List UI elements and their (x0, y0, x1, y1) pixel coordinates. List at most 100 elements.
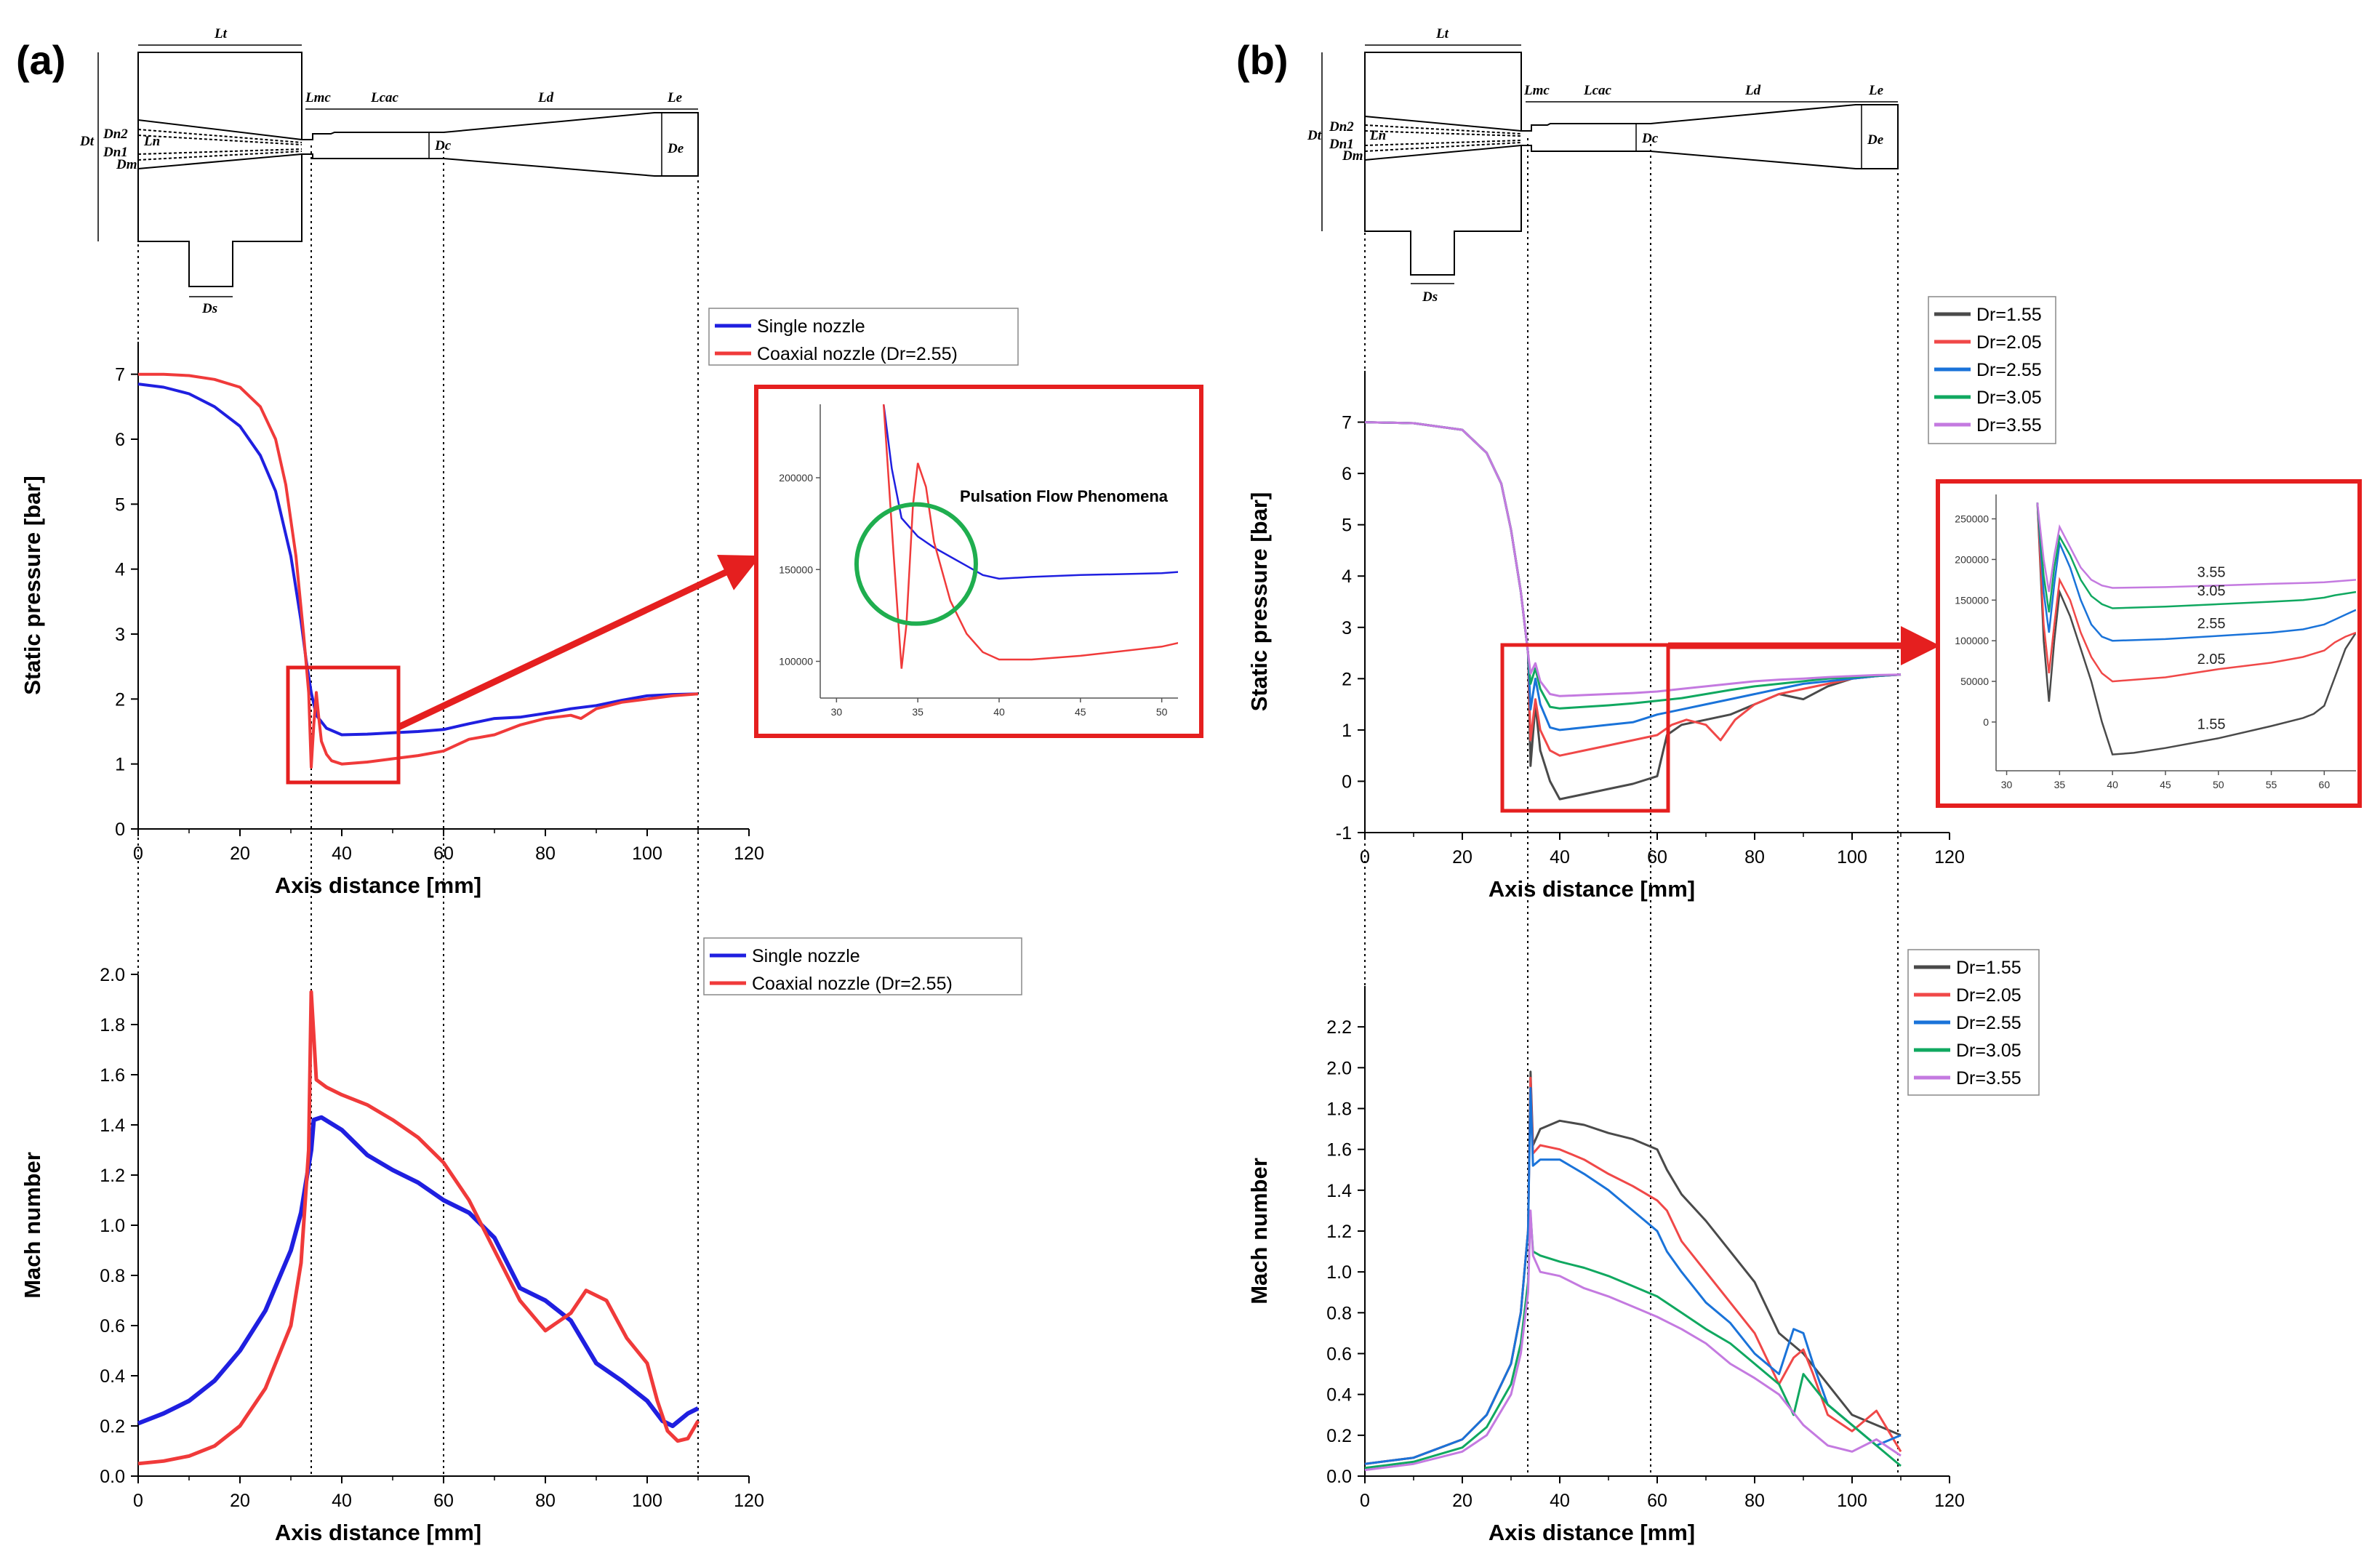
dim-label-Lmc: Lmc (305, 90, 331, 105)
legend-entry: Dr=2.05 (1956, 985, 2022, 1006)
y-tick-label: 1.8 (100, 1015, 125, 1035)
inset-x-tick-label: 60 (2319, 779, 2331, 790)
x-tick-label: 120 (734, 1491, 764, 1511)
y-tick-label: 5 (1342, 516, 1352, 536)
x-axis-title: Axis distance [mm] (275, 1520, 481, 1545)
dim-label-Dm: Dm (1342, 148, 1363, 164)
x-tick-label: 100 (632, 1491, 662, 1511)
dim-label-Ln: Ln (1369, 128, 1386, 143)
y-tick-label: 0.8 (100, 1266, 125, 1286)
x-tick-label: 20 (230, 843, 250, 864)
y-tick-label: 1.4 (1326, 1181, 1352, 1201)
y-tick-label: 0.0 (1326, 1467, 1352, 1487)
dim-label-Le: Le (1868, 83, 1884, 98)
y-tick-label: 1.6 (100, 1065, 125, 1086)
y-tick-label: 0.8 (1326, 1303, 1352, 1323)
inset-series-line (2036, 502, 2356, 613)
x-tick-label: 0 (133, 1491, 143, 1511)
y-axis-title: Mach number (20, 1152, 45, 1299)
y-tick-label: 2 (1342, 669, 1352, 689)
dim-label-Ds: Ds (201, 301, 217, 316)
inset-y-tick-label: 150000 (779, 564, 813, 575)
pulsation-annotation: Pulsation Flow Phenomena (960, 487, 1169, 505)
nozzle-diagram-a: Lt Lmc Lcac Ld Le Dt Dn2 Dn1 Dm Ln Dc De… (79, 26, 699, 316)
x-tick-label: 80 (535, 1491, 556, 1511)
y-tick-label: 0.2 (1326, 1426, 1352, 1446)
dim-label-Le: Le (667, 90, 683, 105)
nozzle-diagram-b: Lt Lmc Lcac Ld Le Dt Dn2 Dn1 Dm Ln Dc De… (1307, 26, 1899, 305)
y-tick-label: 4 (115, 560, 125, 580)
series-line-dr-2-05 (1364, 421, 1902, 757)
inset-x-tick-label: 45 (1075, 706, 1086, 718)
zoom-arrow-a (397, 554, 761, 731)
inset-x-tick-label: 40 (2107, 779, 2118, 790)
inset-y-tick-label: 100000 (1955, 635, 1989, 646)
x-tick-label: 60 (433, 843, 454, 864)
y-tick-label: 0.4 (100, 1366, 125, 1387)
y-tick-label: 0.0 (100, 1467, 125, 1487)
chart-b-static-pressure: 0 20 40 60 80 100 120 -1 0 1 2 3 4 5 6 7 Axis distance [… (1246, 296, 2056, 902)
x-tick-label: 40 (1550, 1491, 1570, 1511)
series-line-coaxial-nozzle-dr-2-55- (137, 990, 700, 1466)
y-tick-label: 1 (1342, 721, 1352, 741)
x-tick-label: 80 (1744, 1491, 1765, 1511)
legend-entry: Single nozzle (757, 316, 865, 337)
chart-a-mach-number: 0 20 40 60 80 100 120 0.0 0.2 0.4 0.6 0.8 1.0 1.2 1.4 1… (20, 937, 1022, 1545)
inset-y-tick-label: 250000 (1955, 513, 1989, 525)
series-line-dr-3-05 (1364, 1214, 1902, 1470)
chart-a-static-pressure: 0 20 40 60 80 100 120 0 1 2 3 4 5 6 7 Axis distance [mm… (20, 308, 1019, 898)
x-tick-label: 20 (1452, 1491, 1473, 1511)
x-tick-label: 40 (1550, 847, 1570, 867)
y-tick-label: 1.6 (1326, 1140, 1352, 1161)
x-tick-label: 40 (332, 843, 352, 864)
x-tick-label: 20 (1452, 847, 1473, 867)
y-tick-label: 7 (115, 365, 125, 385)
inset-y-tick-label: 200000 (1955, 553, 1989, 565)
x-axis-title: Axis distance [mm] (1488, 1520, 1695, 1545)
y-tick-label: 2.0 (100, 965, 125, 985)
x-tick-label: 100 (1837, 847, 1867, 867)
y-tick-label: 1.4 (100, 1115, 125, 1136)
legend-box (703, 937, 1022, 995)
y-axis-title: Static pressure [bar] (20, 476, 45, 695)
series-line-dr-1-55 (1364, 1070, 1902, 1465)
dim-label-Dt: Dt (79, 134, 95, 149)
dim-label-Ld: Ld (1744, 83, 1761, 98)
series-line-coaxial-nozzle-dr-2-55- (138, 372, 699, 769)
y-tick-label: 5 (115, 494, 125, 515)
series-line-dr-3-55 (1364, 1209, 1902, 1472)
series-line-dr-2-05 (1364, 1076, 1902, 1465)
dim-label-Dc: Dc (1641, 131, 1659, 146)
inset-x-tick-label: 35 (2054, 779, 2066, 790)
y-tick-label: 2.2 (1326, 1017, 1352, 1038)
x-tick-label: 60 (1647, 847, 1667, 867)
y-tick-label: 0.6 (1326, 1344, 1352, 1365)
y-axis-title: Static pressure [bar] (1246, 492, 1272, 712)
y-tick-label: 1.2 (1326, 1222, 1352, 1242)
y-tick-label: 3 (1342, 618, 1352, 638)
inset-series-line (2036, 502, 2356, 593)
x-tick-label: 60 (1647, 1491, 1667, 1511)
inset-series-line (882, 404, 1178, 669)
dim-label-De: De (1867, 132, 1884, 148)
y-tick-label: 0.2 (100, 1416, 125, 1437)
legend-entry: Dr=2.55 (1956, 1013, 2022, 1033)
y-tick-label: 2.0 (1326, 1058, 1352, 1078)
legend-entry: Coaxial nozzle (Dr=2.55) (752, 974, 953, 994)
inset-curve-label: 2.05 (2197, 652, 2226, 668)
dim-label-Lt: Lt (214, 26, 228, 41)
zoom-highlight-box-b (1500, 643, 1670, 813)
dim-label-De: De (667, 141, 684, 156)
inset-y-tick-label: 50000 (1960, 676, 1989, 687)
y-tick-label: 6 (115, 430, 125, 450)
panel-label-a: (a) (16, 37, 65, 83)
inset-x-tick-label: 45 (2160, 779, 2171, 790)
dim-label-Lmc: Lmc (1523, 83, 1550, 98)
dim-label-Dm: Dm (116, 157, 137, 172)
legend-entry: Dr=1.55 (1976, 305, 2042, 325)
inset-frame (754, 385, 1203, 738)
legend-entry: Coaxial nozzle (Dr=2.55) (757, 344, 958, 364)
dim-label-Dn2: Dn2 (1329, 119, 1354, 135)
y-tick-label: 3 (115, 625, 125, 645)
